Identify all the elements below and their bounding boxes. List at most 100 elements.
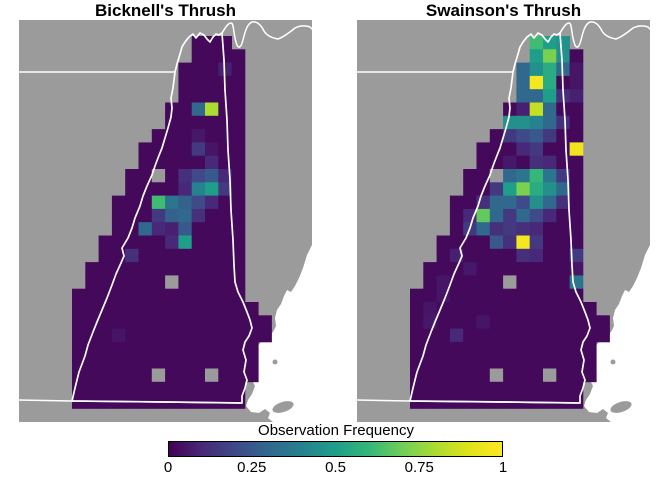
heatmap-cell — [463, 195, 477, 210]
heatmap-cell — [463, 315, 477, 329]
island-dot — [272, 359, 278, 365]
heatmap-cell — [165, 275, 179, 290]
heatmap-cell — [489, 302, 504, 316]
heatmap-cell — [476, 248, 491, 263]
heatmap-cell — [410, 288, 424, 303]
heatmap-cell — [111, 315, 126, 329]
heatmap-cell — [231, 115, 246, 130]
heatmap-cell — [205, 222, 219, 236]
heatmap-cell — [231, 169, 246, 183]
heatmap-cell — [423, 355, 437, 369]
heatmap-cell — [529, 89, 544, 103]
heatmap-cell — [231, 395, 246, 409]
heatmap-cell — [516, 169, 531, 183]
heatmap-cell — [125, 341, 139, 356]
heatmap-cell — [582, 302, 597, 316]
heatmap-cell — [205, 315, 219, 329]
heatmap-cell — [191, 129, 206, 143]
heatmap-cell — [529, 288, 544, 303]
heatmap-cell — [218, 129, 232, 143]
heatmap-cell — [410, 341, 424, 356]
heatmap-cell — [205, 262, 219, 276]
heatmap-cell — [178, 315, 193, 329]
heatmap-cell — [178, 115, 193, 130]
heatmap-cell — [165, 315, 179, 329]
heatmap-cell — [529, 115, 544, 130]
heatmap-cell — [218, 328, 232, 343]
heatmap-cell — [231, 182, 246, 196]
ocean — [584, 245, 650, 422]
heatmap-cell — [489, 169, 504, 183]
heatmap-cell — [556, 129, 570, 143]
heatmap-cell — [191, 195, 206, 210]
heatmap-cell — [423, 302, 437, 316]
heatmap-cell — [111, 208, 126, 223]
heatmap-cell — [138, 288, 153, 303]
heatmap-cell — [449, 302, 464, 316]
heatmap-cell — [543, 235, 557, 250]
heatmap-cell — [556, 222, 570, 236]
heatmap-cell — [556, 169, 570, 183]
heatmap-cell — [191, 49, 206, 63]
heatmap-cell — [151, 208, 166, 223]
heatmap-cell — [476, 381, 491, 396]
heatmap-cell — [503, 315, 517, 329]
heatmap-cell — [205, 195, 219, 210]
heatmap-cell — [138, 355, 153, 369]
heatmap-cell — [449, 341, 464, 356]
heatmap-cell — [569, 328, 584, 343]
heatmap-cell — [191, 142, 206, 157]
heatmap-cell — [258, 328, 272, 343]
heatmap-cells — [410, 36, 610, 409]
heatmap-cell — [205, 302, 219, 316]
heatmap-cell — [218, 368, 232, 383]
heatmap-cell — [449, 195, 464, 210]
heatmap-cell — [165, 248, 179, 263]
heatmap-cell — [463, 381, 477, 396]
heatmap-cell — [516, 275, 531, 290]
panel-title-swainsons: Swainson's Thrush — [425, 1, 582, 20]
heatmap-cell — [205, 235, 219, 250]
heatmap-cell — [205, 328, 219, 343]
heatmap-cell — [165, 262, 179, 276]
heatmap-cell — [529, 381, 544, 396]
heatmap-cell — [191, 169, 206, 183]
heatmap-cell — [529, 302, 544, 316]
heatmap-cell — [231, 275, 246, 290]
heatmap-cell — [476, 142, 491, 157]
heatmap-cell — [516, 248, 531, 263]
heatmap-cell — [516, 381, 531, 396]
heatmap-cell — [98, 302, 113, 316]
heatmap-cell — [205, 115, 219, 130]
heatmap-cell — [516, 115, 531, 130]
heatmap-cell — [178, 195, 193, 210]
heatmap-cell — [449, 208, 464, 223]
heatmap-cell — [569, 355, 584, 369]
heatmap-cell — [98, 235, 113, 250]
heatmap-cell — [218, 142, 232, 157]
heatmap-cell — [231, 355, 246, 369]
heatmap-cell — [165, 328, 179, 343]
heatmap-cell — [125, 275, 139, 290]
map-svg — [356, 20, 651, 422]
heatmap-cell — [125, 235, 139, 250]
heatmap-cell — [503, 169, 517, 183]
heatmap-cell — [529, 248, 544, 263]
heatmap-cell — [463, 328, 477, 343]
heatmap-cell — [543, 155, 557, 170]
heatmap-cell — [569, 275, 584, 290]
heatmap-cell — [489, 195, 504, 210]
heatmap-cell — [569, 302, 584, 316]
heatmap-cell — [463, 262, 477, 276]
heatmap-cell — [476, 355, 491, 369]
heatmap-cell — [218, 235, 232, 250]
heatmap-cell — [191, 368, 206, 383]
heatmap-cell — [543, 62, 557, 77]
heatmap-cell — [72, 395, 86, 409]
heatmap-cell — [231, 89, 246, 103]
heatmap-cell — [516, 355, 531, 369]
heatmap-cell — [98, 381, 113, 396]
heatmap-cell — [205, 155, 219, 170]
heatmap-cell — [503, 355, 517, 369]
